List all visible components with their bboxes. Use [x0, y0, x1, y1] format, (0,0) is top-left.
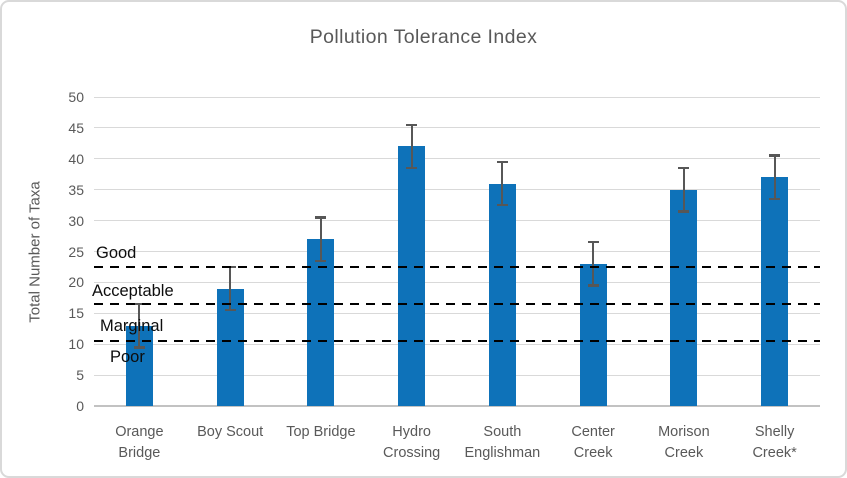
gridline-y45	[94, 127, 820, 129]
y-tick-0: 0	[76, 398, 84, 414]
bar-6	[670, 189, 698, 406]
error-bar-cap-6-bottom	[678, 210, 690, 213]
error-bar-cap-3-top	[406, 123, 418, 127]
y-tick-20: 20	[68, 274, 84, 291]
zone-label-good: Good	[96, 243, 137, 262]
y-tick-10: 10	[68, 336, 84, 353]
gridline-y10	[94, 343, 820, 345]
gridline-y30	[94, 220, 820, 222]
gridline-y25	[94, 251, 820, 252]
error-bar-line-6	[682, 168, 685, 212]
error-bar-cap-4-bottom	[496, 203, 508, 207]
x-tick-4: South Englishman	[464, 424, 541, 461]
error-bar-cap-2-bottom	[315, 259, 327, 263]
x-axis-line	[94, 405, 820, 407]
bar-4	[488, 183, 516, 406]
zone-label-acceptable: Acceptable	[92, 281, 174, 300]
x-tick-6: Morison Creek	[658, 424, 710, 461]
error-bar-cap-1-bottom	[224, 308, 236, 312]
x-tick-3: Hydro Crossing	[383, 424, 441, 461]
zone-label-poor: Poor	[110, 347, 145, 366]
gridline-y20	[94, 281, 820, 283]
error-bar-line-2	[319, 217, 322, 261]
gridline-y35	[94, 189, 820, 191]
y-tick-25: 25	[68, 243, 84, 260]
error-bar-line-3	[410, 124, 413, 169]
threshold-line-2	[94, 340, 820, 343]
y-tick-15: 15	[68, 305, 84, 322]
x-tick-7: Shelly Creek*	[752, 424, 797, 461]
error-bar-cap-2-top	[315, 216, 327, 219]
x-tick-2: Top Bridge	[286, 424, 356, 440]
y-tick-5: 5	[76, 367, 84, 384]
plot-area: Good Acceptable Marginal Poor	[92, 96, 820, 407]
bar-3	[398, 146, 426, 406]
x-tick-1: Boy Scout	[197, 424, 264, 440]
y-tick-35: 35	[68, 181, 84, 198]
zone-label-marginal: Marginal	[100, 316, 164, 335]
error-bar-line-7	[773, 155, 776, 199]
gridline-y40	[94, 158, 820, 160]
gridline-y5	[94, 374, 820, 376]
gridline-y15	[94, 312, 820, 314]
error-bar-cap-6-top	[678, 166, 690, 170]
x-tick-5: Center Creek	[571, 424, 615, 461]
error-bar-cap-7-top	[769, 154, 781, 157]
error-bar-cap-5-top	[587, 240, 599, 244]
threshold-line-1	[94, 303, 820, 306]
error-bar-cap-4-top	[496, 160, 508, 164]
bar-2	[307, 239, 335, 406]
gridline-y50	[94, 96, 820, 98]
error-bar-line-4	[501, 161, 504, 206]
y-tick-40: 40	[68, 150, 84, 167]
chart-title: Pollution Tolerance Index	[309, 26, 538, 48]
error-bar-cap-5-bottom	[587, 284, 599, 287]
error-bar-line-1	[229, 266, 232, 311]
y-tick-50: 50	[68, 89, 84, 105]
error-bar-cap-7-bottom	[769, 197, 781, 201]
error-bar-cap-3-bottom	[406, 166, 418, 170]
x-tick-0: Orange Bridge	[115, 424, 164, 461]
error-bar-line-5	[592, 242, 595, 286]
bar-5	[579, 263, 607, 406]
y-tick-30: 30	[68, 212, 84, 229]
bar-7	[761, 177, 789, 406]
error-bar-cap-0-bottom	[133, 346, 145, 349]
threshold-line-0	[94, 265, 820, 268]
y-tick-45: 45	[68, 119, 84, 136]
error-bar-line-0	[138, 304, 141, 348]
